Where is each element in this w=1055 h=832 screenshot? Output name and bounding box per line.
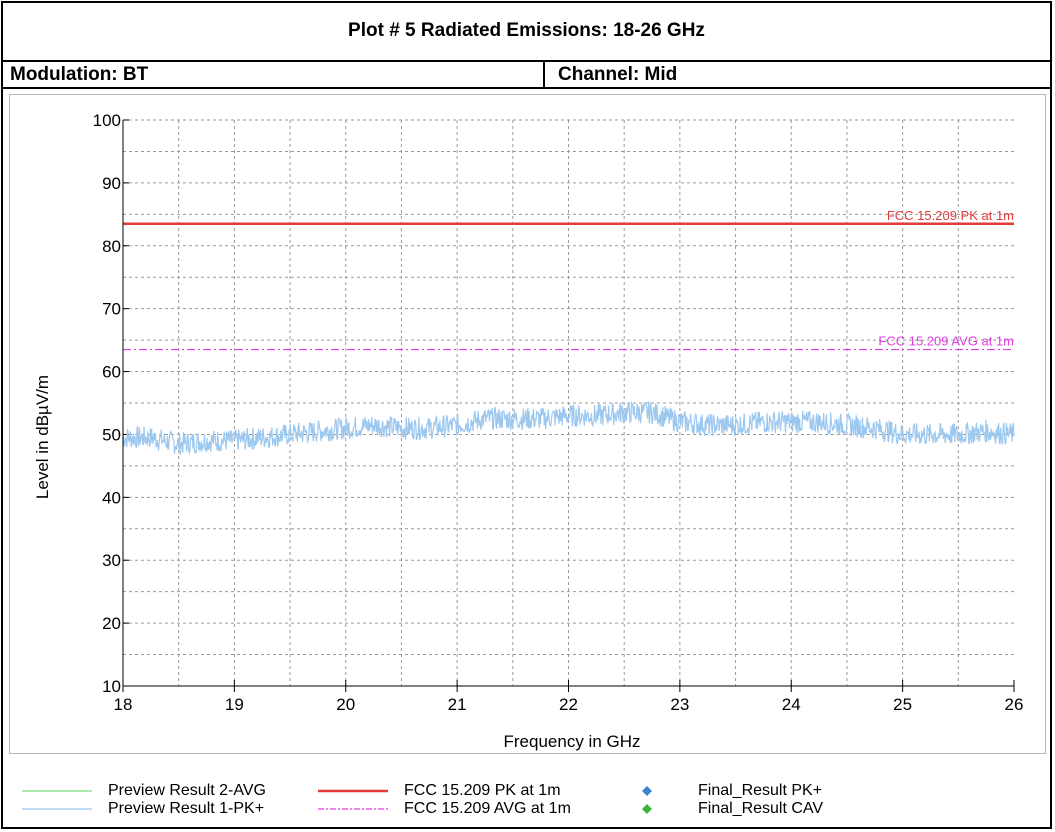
x-tick-label: 20 [336,695,355,714]
series-line-preview-pk [122,400,1015,455]
legend-label: Final_Result CAV [698,800,824,817]
y-tick-label: 30 [102,551,121,570]
legend-diamond-marker [642,786,652,796]
y-axis-ticks: 10 20 30 40 50 60 70 80 90 100 [93,111,129,696]
legend-item: Preview Result 2-AVG [22,782,266,800]
y-tick-label: 80 [102,237,121,256]
plot-title-row: Plot # 5 Radiated Emissions: 18-26 GHz [2,2,1051,62]
legend-swatch [642,804,652,814]
limit-label-pk: FCC 15.209 PK at 1m [887,208,1014,223]
legend-swatch [642,786,652,796]
legend-swatch [22,808,92,810]
series-layer: FCC 15.209 PK at 1m FCC 15.209 AVG at 1m [122,208,1015,455]
limit-label-avg: FCC 15.209 AVG at 1m [878,334,1014,349]
x-tick-label: 21 [448,695,467,714]
y-tick-label: 100 [93,111,121,130]
legend: Preview Result 2-AVG Preview Result 1-PK+… [2,760,1051,828]
x-tick-label: 26 [1005,695,1024,714]
legend-diamond-marker [642,804,652,814]
plot-panel: 18 19 20 21 22 23 24 25 26 10 20 30 40 50 60 70 80 90 100… [9,94,1046,754]
modulation-label: Modulation: BT [10,64,149,85]
legend-swatch [22,790,92,792]
legend-label: Preview Result 1-PK+ [108,800,265,817]
x-axis-ticks: 18 19 20 21 22 23 24 25 26 [114,680,1024,714]
plot-title: Plot # 5 Radiated Emissions: 18-26 GHz [348,20,705,41]
channel-label: Channel: Mid [558,64,678,85]
legend-item: Final_Result CAV [612,800,823,818]
y-axis-label: Level in dBµV/m [33,375,52,499]
legend-item: FCC 15.209 AVG at 1m [318,800,571,818]
x-tick-label: 25 [893,695,912,714]
x-tick-label: 23 [670,695,689,714]
legend-item: FCC 15.209 PK at 1m [318,782,561,800]
legend-swatch [318,808,388,810]
legend-label: FCC 15.209 AVG at 1m [404,800,571,817]
y-tick-label: 50 [102,425,121,444]
legend-label: Final_Result PK+ [698,782,823,799]
y-tick-label: 10 [102,677,121,696]
x-tick-label: 22 [559,695,578,714]
legend-label: Preview Result 2-AVG [108,782,266,799]
legend-item: Preview Result 1-PK+ [22,800,264,818]
y-tick-label: 70 [102,300,121,319]
info-row: Modulation: BT Channel: Mid [2,62,1051,89]
legend-label: FCC 15.209 PK at 1m [404,782,561,799]
x-axis-label: Frequency in GHz [504,732,641,751]
emissions-chart: 18 19 20 21 22 23 24 25 26 10 20 30 40 50 60 70 80 90 100… [33,111,1024,751]
x-tick-label: 18 [114,695,133,714]
y-tick-label: 20 [102,614,121,633]
x-tick-label: 24 [782,695,801,714]
x-tick-label: 19 [225,695,244,714]
info-divider [543,62,545,87]
y-tick-label: 60 [102,363,121,382]
y-tick-label: 40 [102,488,121,507]
legend-item: Final_Result PK+ [612,782,822,800]
y-tick-label: 90 [102,174,121,193]
axes [122,120,1014,687]
legend-swatch [318,789,388,793]
grid-lines [123,119,1014,686]
